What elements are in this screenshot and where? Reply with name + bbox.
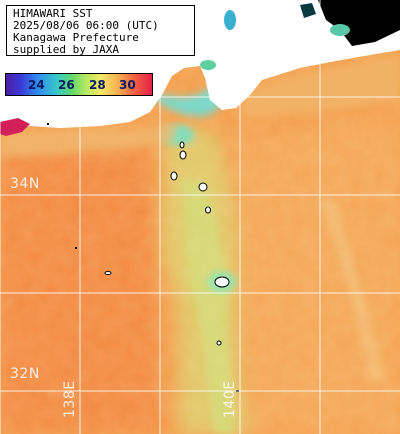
no-data-speckle xyxy=(300,3,316,18)
lat-label-32n: 32N xyxy=(10,366,40,382)
color-scale-tick-30: 30 xyxy=(119,78,136,92)
coast-band-north xyxy=(0,120,175,158)
island-toshima xyxy=(179,150,187,160)
speck-3 xyxy=(47,123,49,125)
island-mikura xyxy=(216,340,222,346)
color-scale-tick-24: 24 xyxy=(28,78,45,92)
lat-label-34n: 34N xyxy=(10,176,40,192)
title-line-1: HIMAWARI SST xyxy=(13,7,93,20)
island-miyake xyxy=(205,206,211,214)
title-line-4: supplied by JAXA xyxy=(13,43,119,56)
color-scale-tick-26: 26 xyxy=(58,78,75,92)
island-kozu xyxy=(198,182,208,192)
lon-label-138e: 138E xyxy=(62,380,78,418)
title-line-2: 2025/08/06 06:00 (UTC) xyxy=(13,19,159,32)
inland-green-patch-2 xyxy=(330,24,350,36)
title-box: HIMAWARI SST 2025/08/06 06:00 (UTC) Kana… xyxy=(6,5,195,56)
island-oshima xyxy=(214,276,230,288)
islands xyxy=(104,141,230,346)
bay-water xyxy=(150,70,233,117)
inland-green-patch xyxy=(200,60,216,70)
title-line-3: Kanagawa Prefecture xyxy=(13,31,139,44)
inland-red-patch xyxy=(0,118,30,136)
color-scale-tick-28: 28 xyxy=(89,78,106,92)
island-niijima xyxy=(170,171,178,181)
island-small-1 xyxy=(179,141,185,149)
island-small-2 xyxy=(104,271,112,275)
speck-1 xyxy=(75,247,77,249)
lon-label-140e: 140E xyxy=(222,380,238,418)
inland-blue-patch xyxy=(224,10,236,30)
land-peninsula xyxy=(210,60,232,96)
color-scale-bar: 24 26 28 30 xyxy=(5,73,153,96)
no-data-topright xyxy=(318,0,400,46)
